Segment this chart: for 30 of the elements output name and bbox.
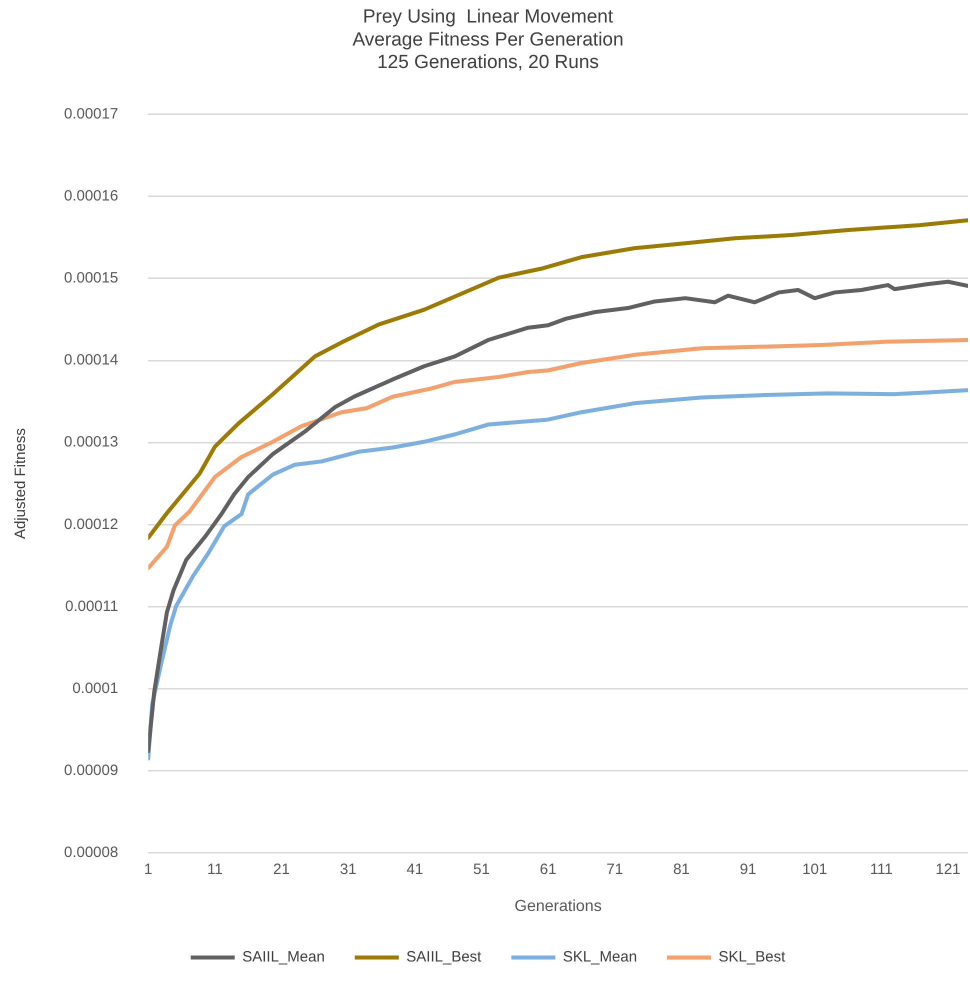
y-tick-label: 0.00008: [64, 844, 118, 861]
x-tick-label: 41: [406, 860, 424, 878]
legend-label: SAIIL_Best: [406, 948, 482, 966]
legend-label: SAIIL_Mean: [242, 948, 325, 966]
x-axis-title: Generations: [514, 898, 602, 915]
x-tick-label: 21: [273, 860, 290, 878]
x-tick-label: 91: [740, 860, 756, 878]
x-tick-label: 1: [144, 860, 152, 878]
x-tick-label: 71: [606, 860, 624, 878]
x-tick-label: 51: [473, 860, 490, 878]
y-tick-label: 0.00011: [65, 598, 118, 615]
y-tick-label: 0.0001: [72, 680, 118, 697]
x-tick-label: 81: [673, 860, 690, 878]
x-tick-label: 101: [802, 860, 828, 878]
x-tick-label: 31: [340, 860, 357, 878]
y-tick-label: 0.00015: [64, 270, 118, 287]
chart-title: Prey Using Linear Movement Average Fitness Per Generation 125 Generations, 20 Runs: [352, 6, 624, 74]
y-tick-label: 0.00014: [64, 352, 118, 369]
y-tick-label: 0.00012: [64, 516, 118, 533]
x-tick-label: 61: [540, 860, 556, 878]
x-tick-label: 111: [870, 860, 893, 878]
y-tick-label: 0.00009: [64, 762, 118, 779]
legend-label: SKL_Best: [718, 948, 786, 966]
y-axis-title: Adjusted Fitness: [12, 428, 30, 540]
x-tick-label: 11: [207, 860, 223, 878]
y-tick-label: 0.00013: [64, 434, 118, 451]
y-tick-label: 0.00016: [64, 188, 118, 205]
x-tick-label: 121: [935, 860, 961, 878]
y-tick-label: 0.00017: [64, 106, 118, 123]
legend-label: SKL_Mean: [562, 948, 638, 966]
